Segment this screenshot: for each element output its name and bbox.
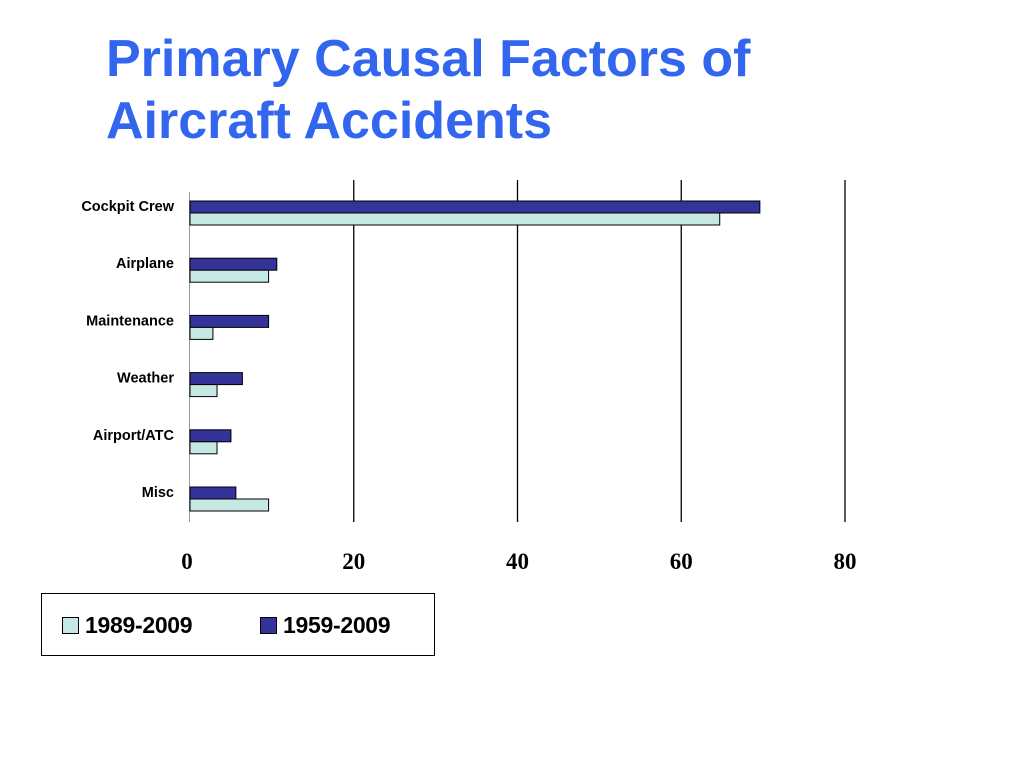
x-tick-label-20: 20	[342, 549, 365, 574]
legend-item-1989-2009: 1989-2009	[62, 612, 193, 638]
category-label-weather: Weather	[117, 371, 174, 387]
x-tick-label-80: 80	[834, 549, 857, 574]
grid-lines	[353, 180, 846, 522]
bar-maintenance-1959-2009	[189, 314, 270, 328]
bar-misc-1959-2009	[189, 486, 237, 500]
x-tick-label-0: 0	[181, 549, 193, 574]
x-tick-label-60: 60	[670, 549, 693, 574]
legend-swatch-1989-2009	[62, 616, 79, 634]
bar-misc-1989-2009	[189, 498, 270, 512]
title-line-2: Aircraft Accidents	[106, 92, 552, 150]
bar-weather-1959-2009	[189, 372, 243, 386]
slide-title: Primary Causal Factors of Aircraft Accid…	[106, 28, 986, 152]
bar-airplane-1989-2009	[189, 269, 270, 283]
x-tick-label-40: 40	[506, 549, 529, 574]
bar-cockpit-crew-1959-2009	[189, 200, 761, 214]
category-labels: Cockpit Crew Airplane Maintenance Weather Ai…	[81, 199, 174, 501]
bar-weather-1989-2009	[189, 384, 218, 398]
category-label-maintenance: Maintenance	[86, 313, 174, 329]
legend-swatch-1959-2009	[260, 616, 277, 634]
x-tick-labels: 0 20 40 60 80	[181, 549, 856, 574]
bar-airport-atc-1959-2009	[189, 429, 232, 443]
bar-maintenance-1989-2009	[189, 326, 214, 340]
category-label-cockpit-crew: Cockpit Crew	[81, 199, 174, 215]
legend-item-1959-2009: 1959-2009	[260, 612, 391, 638]
bars	[189, 200, 761, 512]
bar-airplane-1959-2009	[189, 257, 278, 271]
legend-label-1959-2009: 1959-2009	[283, 612, 391, 638]
legend: 1989-2009 1959-2009	[41, 593, 435, 656]
bar-chart: Cockpit Crew Airplane Maintenance Weather Ai…	[81, 180, 857, 574]
category-label-airplane: Airplane	[116, 256, 174, 272]
title-line-1: Primary Causal Factors of	[106, 30, 751, 88]
bar-cockpit-crew-1989-2009	[189, 212, 721, 226]
category-label-misc: Misc	[142, 485, 174, 501]
category-label-airport-atc: Airport/ATC	[93, 428, 175, 444]
bar-airport-atc-1989-2009	[189, 441, 218, 455]
legend-label-1989-2009: 1989-2009	[85, 612, 193, 638]
